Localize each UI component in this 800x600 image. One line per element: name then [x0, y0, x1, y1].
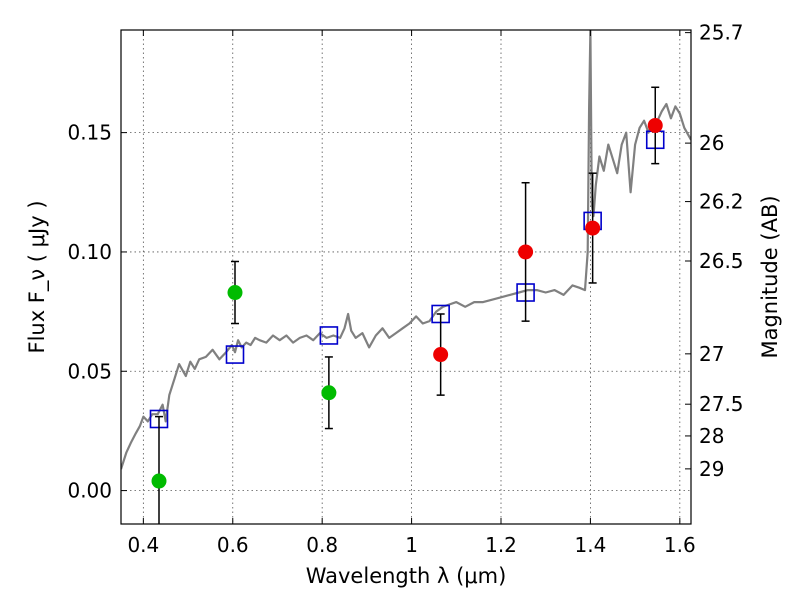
plot-background [121, 30, 691, 524]
right-tick-label: 25.7 [699, 21, 744, 45]
green-point [321, 385, 337, 401]
model-square-marker [225, 345, 245, 364]
right-tick-label: 26 [699, 131, 724, 155]
x-tick-label: 0.8 [306, 533, 338, 557]
right-tick-label: 26.5 [699, 249, 744, 273]
green-point [227, 285, 243, 301]
y-tick-label: 0.10 [67, 240, 112, 264]
y-tick-label: 0.05 [67, 359, 112, 383]
red-point [433, 347, 449, 363]
right-tick-label: 28 [699, 424, 724, 448]
plot-frame [120, 29, 692, 525]
right-tick-label: 27 [699, 342, 724, 366]
x-tick-label: 1.6 [664, 533, 696, 557]
model-square-marker [319, 326, 339, 345]
marker-layer [149, 86, 665, 524]
right-tick-label: 27.5 [699, 392, 744, 416]
x-tick-label: 1.4 [575, 533, 607, 557]
x-axis-label: Wavelength λ (μm) [306, 564, 507, 588]
y-axis-right-label: Magnitude (AB) [758, 195, 782, 358]
red-point [518, 244, 534, 260]
y-tick-label: 0.00 [67, 479, 112, 503]
green-point [151, 473, 167, 489]
y-tick-label: 0.15 [67, 121, 112, 145]
data-layer [121, 30, 691, 470]
red-point [647, 117, 663, 133]
red-point [585, 220, 601, 236]
ticks: 0.4 0.6 0.8 1 1.2 1.4 1.6 0.00 0.05 0.10 0.15 25.7 2… [67, 21, 743, 557]
x-tick-label: 1 [405, 533, 418, 557]
x-tick-label: 0.6 [217, 533, 249, 557]
x-tick-label: 0.4 [127, 533, 159, 557]
right-tick-label: 29 [699, 457, 724, 481]
sed-spectrum-line [121, 30, 691, 470]
right-tick-label: 26.2 [699, 190, 744, 214]
x-tick-label: 1.2 [485, 533, 517, 557]
y-axis-label: Flux F_ν ( μJy ) [25, 200, 50, 353]
